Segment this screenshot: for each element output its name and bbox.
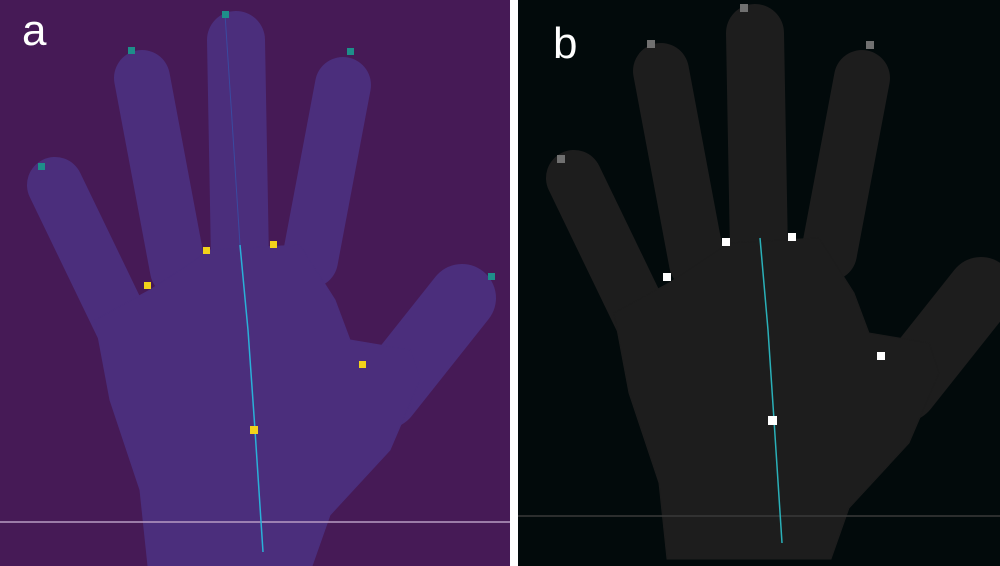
panel-b: b [518, 0, 1000, 566]
tip-points [557, 4, 874, 163]
valley-points [144, 241, 366, 434]
tip-points [38, 11, 495, 280]
panel-label: b [553, 19, 577, 68]
axis-line [239, 244, 264, 553]
axis-line-upper [224, 13, 241, 246]
panel-label: a [22, 6, 47, 55]
panel-a: a [0, 0, 510, 566]
valley-points [663, 233, 885, 425]
axis-line [759, 237, 783, 544]
